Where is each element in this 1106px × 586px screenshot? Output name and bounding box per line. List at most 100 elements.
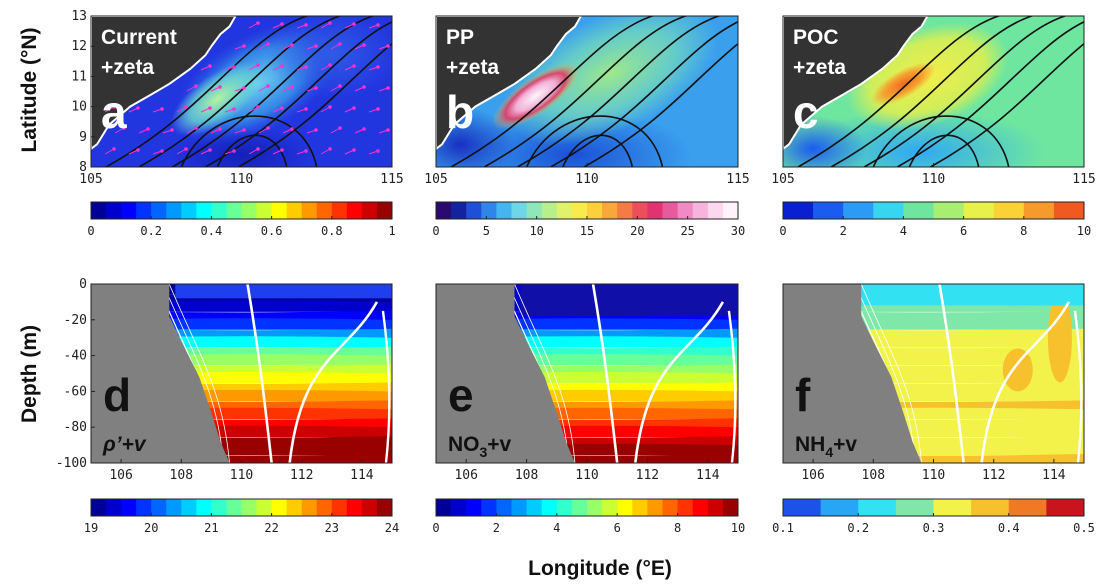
x-tick-label-f: 106 (801, 468, 824, 483)
colorbar-swatch (316, 499, 333, 516)
colorbar-swatch (436, 499, 452, 516)
colorbar-swatch (602, 499, 618, 516)
colorbar-swatch (1023, 202, 1055, 219)
x-tick-label-e: 106 (454, 468, 477, 483)
colorbar-frame-e (435, 498, 739, 517)
colorbar-swatch (181, 499, 197, 516)
colorbar-tick-b: 25 (680, 224, 694, 238)
colorbar-swatch (632, 499, 648, 516)
colorbar-swatch (121, 499, 137, 516)
panel-label-e: NO3+v (448, 433, 512, 460)
colorbar-swatch (541, 499, 558, 516)
colorbar-swatch (617, 202, 633, 219)
colorbar-swatch (571, 202, 588, 219)
colorbar-swatch (256, 499, 273, 516)
colorbar-swatch (166, 202, 182, 219)
x-tick-label-d: 112 (290, 468, 313, 483)
colorbar-tick-b: 10 (529, 224, 543, 238)
y-tick-label-a: 8 (79, 160, 87, 175)
y-tick-label-d: -60 (64, 384, 87, 399)
x-tick-label-e: 110 (575, 468, 598, 483)
colorbar-swatch (331, 202, 348, 219)
colorbar-swatch (933, 499, 972, 516)
colorbar-tick-f: 0.2 (847, 521, 869, 535)
y-tick-label-d: 0 (79, 277, 87, 292)
colorbar-tick-d: 22 (264, 521, 278, 535)
colorbar-swatch (271, 499, 288, 516)
colorbar-swatch (602, 202, 618, 219)
colorbar-swatch (647, 202, 663, 219)
colorbar-swatch (556, 499, 573, 516)
x-tick-label-c: 115 (1072, 172, 1095, 187)
y-tick-label-d: -100 (56, 456, 87, 471)
x-tick-label-f: 108 (862, 468, 885, 483)
colorbar-swatch (106, 202, 122, 219)
colorbar-swatch (993, 202, 1025, 219)
land-mask-c (783, 16, 929, 151)
colorbar-swatch (707, 202, 724, 219)
colorbar-tick-c: 2 (840, 224, 847, 238)
colorbar-swatch (511, 202, 528, 219)
y-tick-label-d: -40 (64, 349, 87, 364)
panel-label-d: ρ’+v (102, 433, 147, 456)
colorbar-swatch (181, 202, 197, 219)
x-tick-label-d: 108 (170, 468, 193, 483)
x-tick-label-c: 110 (922, 172, 945, 187)
colorbar-swatch (121, 202, 137, 219)
colorbar-tick-c: 10 (1077, 224, 1091, 238)
y-tick-label-d: -20 (64, 313, 87, 328)
colorbar-tick-a: 0.4 (201, 224, 223, 238)
colorbar-tick-a: 0.8 (321, 224, 343, 238)
colorbar-swatch (451, 499, 467, 516)
colorbar-swatch (286, 202, 303, 219)
colorbar-swatch (466, 499, 482, 516)
colorbar-swatch (301, 202, 318, 219)
colorbar-tick-d: 23 (325, 521, 339, 535)
x-axis-label-longitude: Longitude (°E) (528, 557, 672, 580)
colorbar-swatch (436, 202, 452, 219)
x-tick-label-f: 110 (922, 468, 945, 483)
colorbar-frame-a (90, 201, 393, 220)
colorbar-swatch (647, 499, 663, 516)
colorbar-swatch (541, 202, 558, 219)
colorbar-swatch (466, 202, 482, 219)
colorbar-swatch (316, 202, 333, 219)
panel-label-f: NH4+v (795, 433, 857, 460)
colorbar-tick-e: 10 (731, 521, 745, 535)
panel-letter-e: e (448, 369, 474, 421)
colorbar-swatch (256, 202, 273, 219)
colorbar-swatch (106, 499, 122, 516)
label-main: NH (795, 433, 825, 456)
colorbar-swatch (963, 202, 995, 219)
colorbar-swatch (346, 499, 363, 516)
colorbar-tick-b: 5 (483, 224, 490, 238)
colorbar-swatch (226, 202, 242, 219)
bathymetry-mask-d (91, 284, 230, 463)
colorbar-swatch (136, 499, 152, 516)
panel-b: 105 110 115 PP +zeta b 0 5 10 15 20 25 30 (424, 15, 750, 238)
colorbar-swatch (707, 499, 724, 516)
panel-label-a: Current (101, 26, 177, 49)
x-tick-label-a: 105 (79, 172, 102, 187)
panel-label-c: POC (793, 26, 839, 49)
label-subscript: 3 (480, 444, 488, 460)
colorbar-swatch (511, 499, 528, 516)
colorbar-swatch (496, 499, 512, 516)
panel-sublabel-a: +zeta (101, 56, 154, 79)
colorbar-swatch (361, 499, 378, 516)
x-tick-label-d: 114 (350, 468, 374, 483)
colorbar-swatch (632, 202, 648, 219)
y-tick-label-a: 13 (71, 9, 87, 24)
colorbar-tick-a: 1 (388, 224, 395, 238)
colorbar-tick-e: 6 (614, 521, 621, 535)
colorbar-swatch (91, 202, 107, 219)
colorbar-swatch (617, 499, 633, 516)
colorbar-swatch (271, 202, 288, 219)
land-mask-a (91, 16, 237, 151)
colorbar-swatch (813, 202, 844, 219)
panel-sublabel-b: +zeta (446, 56, 499, 79)
y-axis-label-depth: Depth (m) (18, 325, 41, 423)
colorbar-swatch (346, 202, 363, 219)
colorbar-tick-b: 15 (580, 224, 594, 238)
colorbar-swatch (873, 202, 904, 219)
